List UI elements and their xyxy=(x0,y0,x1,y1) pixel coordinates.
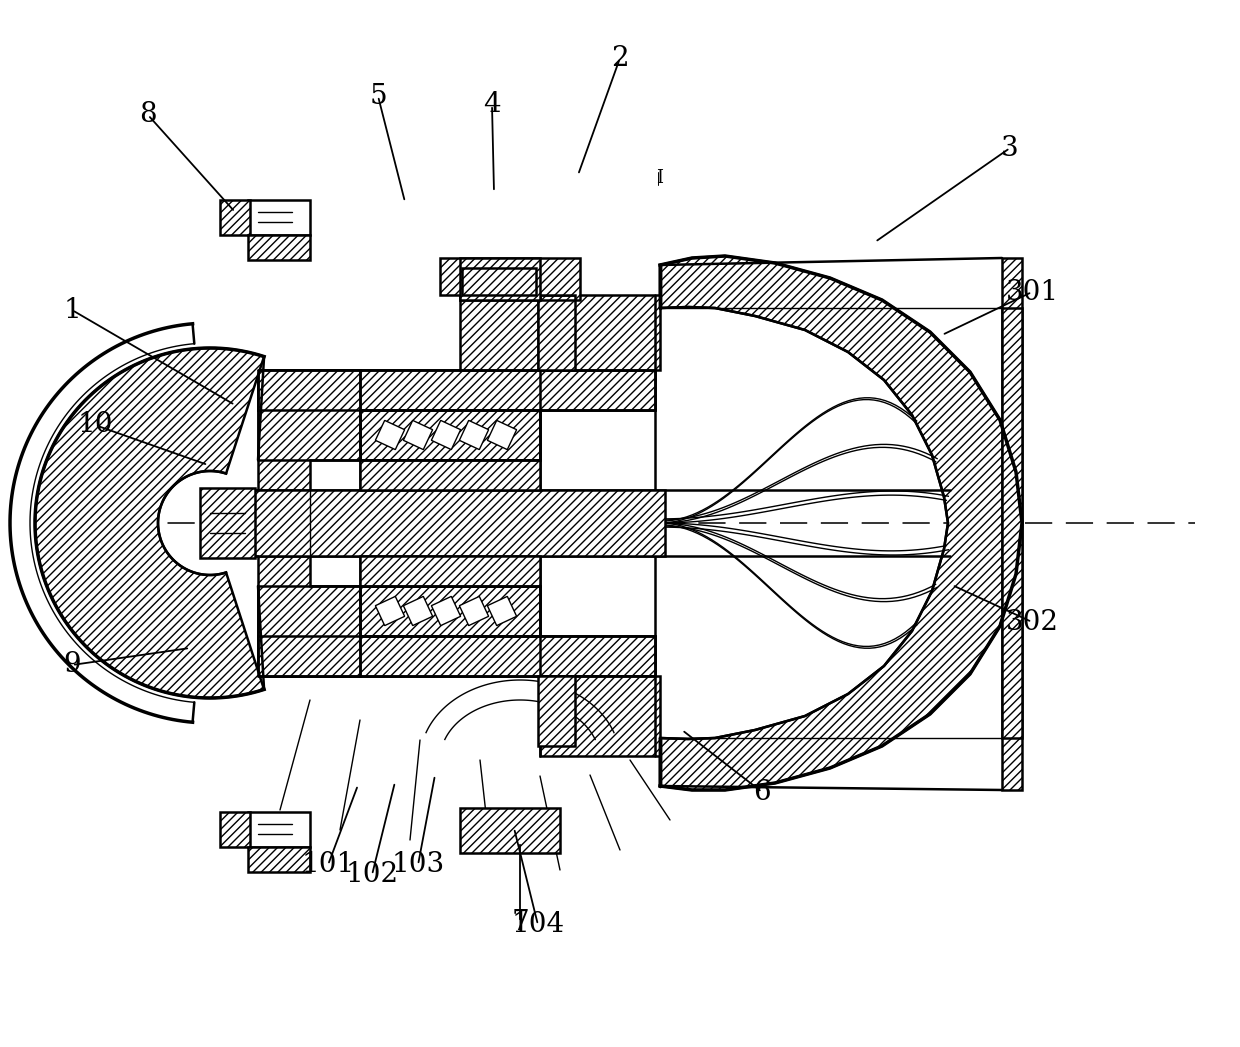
Polygon shape xyxy=(403,421,433,449)
Text: 10: 10 xyxy=(77,411,113,439)
Polygon shape xyxy=(487,421,517,449)
Bar xyxy=(360,556,539,586)
Bar xyxy=(248,235,310,260)
Polygon shape xyxy=(403,597,433,626)
Polygon shape xyxy=(660,257,1022,790)
Text: 103: 103 xyxy=(392,851,445,878)
Polygon shape xyxy=(463,268,536,295)
Polygon shape xyxy=(487,597,517,626)
Text: 301: 301 xyxy=(1006,279,1059,306)
Bar xyxy=(258,636,655,676)
Polygon shape xyxy=(432,597,460,626)
Polygon shape xyxy=(432,421,460,449)
Polygon shape xyxy=(459,597,489,626)
Text: I: I xyxy=(656,169,663,187)
Bar xyxy=(460,808,560,853)
Polygon shape xyxy=(35,348,264,698)
Text: 9: 9 xyxy=(63,651,81,678)
Bar xyxy=(219,812,250,847)
Bar xyxy=(248,812,310,847)
Text: 4: 4 xyxy=(484,91,501,118)
Polygon shape xyxy=(258,586,655,676)
Text: 1: 1 xyxy=(63,296,81,324)
Text: 5: 5 xyxy=(370,83,387,110)
Bar xyxy=(258,370,655,410)
Polygon shape xyxy=(538,676,575,747)
Polygon shape xyxy=(376,421,404,449)
Text: 2: 2 xyxy=(611,45,629,71)
Polygon shape xyxy=(460,295,538,370)
Text: 7: 7 xyxy=(511,909,529,936)
Bar xyxy=(248,847,310,872)
Text: 6: 6 xyxy=(753,779,771,805)
Text: 102: 102 xyxy=(346,862,398,889)
Bar xyxy=(360,460,539,490)
Polygon shape xyxy=(459,421,489,449)
Polygon shape xyxy=(538,300,575,370)
Polygon shape xyxy=(1002,258,1022,790)
Text: 302: 302 xyxy=(1006,608,1059,636)
Polygon shape xyxy=(258,370,655,460)
Polygon shape xyxy=(539,676,660,756)
Polygon shape xyxy=(539,295,660,370)
Polygon shape xyxy=(440,258,580,300)
Text: 101: 101 xyxy=(301,851,355,878)
Bar xyxy=(205,490,665,556)
Bar xyxy=(248,200,310,235)
Bar xyxy=(219,200,250,235)
Text: 3: 3 xyxy=(1001,134,1019,161)
Polygon shape xyxy=(460,258,539,300)
Polygon shape xyxy=(258,370,360,676)
Bar xyxy=(200,488,255,558)
Polygon shape xyxy=(1002,308,1022,738)
Polygon shape xyxy=(376,597,404,626)
Text: 8: 8 xyxy=(139,102,156,129)
Text: 104: 104 xyxy=(511,912,564,938)
